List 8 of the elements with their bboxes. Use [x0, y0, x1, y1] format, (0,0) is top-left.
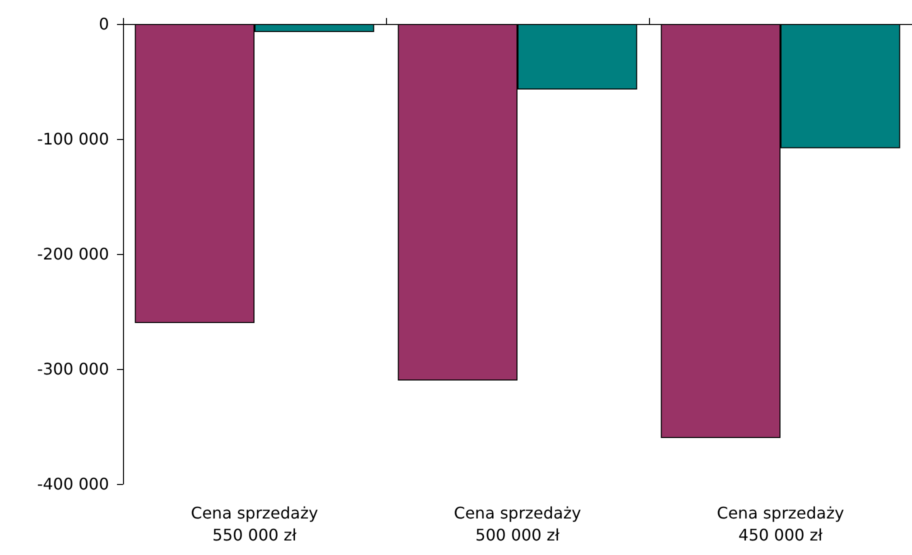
x-tick-label: Cena sprzedaży 450 000 zł [716, 504, 844, 544]
x-tick-label: Cena sprzedaży 500 000 zł [454, 504, 582, 544]
x-tick-label: Cena sprzedaży 550 000 zł [190, 504, 318, 544]
y-tick-label: 0 [98, 14, 109, 34]
y-tick-label: -400 000 [37, 474, 109, 494]
y-tick-label: -300 000 [37, 360, 109, 378]
y-tick-label: -200 000 [37, 244, 109, 264]
y-tick-label: -100 000 [37, 130, 109, 148]
